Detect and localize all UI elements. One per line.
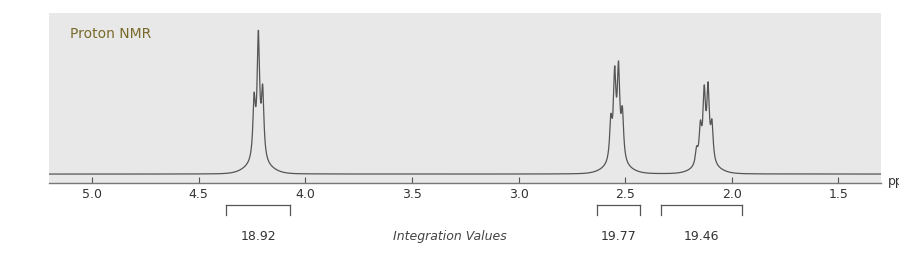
Text: 19.77: 19.77	[601, 230, 636, 243]
Text: 19.46: 19.46	[684, 230, 720, 243]
Text: Integration Values: Integration Values	[393, 230, 506, 243]
Text: ppm: ppm	[887, 175, 899, 188]
Text: Proton NMR: Proton NMR	[70, 27, 152, 41]
Text: 18.92: 18.92	[241, 230, 276, 243]
